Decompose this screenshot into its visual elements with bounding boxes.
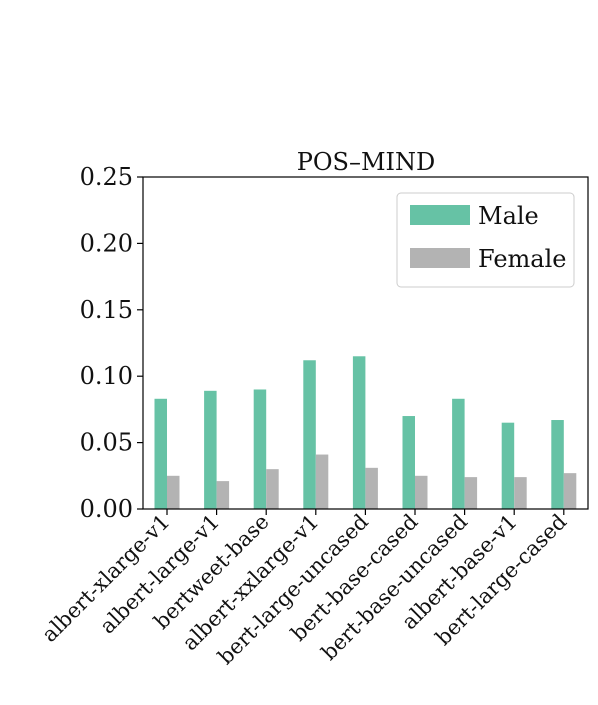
y-tick-label-5: 0.25 xyxy=(80,163,133,191)
legend-label-male: Male xyxy=(478,202,539,230)
y-tick-label-4: 0.20 xyxy=(80,229,133,257)
bar-female-2 xyxy=(266,469,279,509)
bar-male-5 xyxy=(402,416,415,509)
bar-female-7 xyxy=(514,477,527,509)
bar-male-6 xyxy=(452,398,465,509)
bar-female-4 xyxy=(365,467,378,509)
bar-male-7 xyxy=(501,422,515,509)
bar-female-6 xyxy=(464,477,478,509)
bar-female-5 xyxy=(415,475,428,509)
bar-male-0 xyxy=(154,398,167,509)
y-tick-label-1: 0.05 xyxy=(80,429,133,457)
bar-female-3 xyxy=(315,454,329,509)
legend-label-female: Female xyxy=(478,245,567,273)
bar-female-1 xyxy=(216,481,230,509)
bar-male-1 xyxy=(204,390,217,509)
x-axis-ticks: albert-xlarge-v1albert-large-v1bertweet-… xyxy=(37,509,571,669)
legend-swatch-male xyxy=(410,205,470,225)
bar-female-0 xyxy=(167,475,180,509)
y-tick-label-2: 0.10 xyxy=(80,362,133,390)
y-axis-ticks: 0.00 0.05 0.10 0.15 0.20 0.25 xyxy=(80,163,143,523)
bar-male-8 xyxy=(551,420,564,509)
y-tick-label-3: 0.15 xyxy=(80,296,133,324)
chart-title: POS–MIND xyxy=(297,148,436,176)
bar-male-4 xyxy=(352,356,366,509)
legend-swatch-female xyxy=(410,248,470,268)
bar-male-2 xyxy=(253,389,267,509)
bar-male-3 xyxy=(303,360,316,509)
bar-female-8 xyxy=(563,473,577,509)
legend: Male Female xyxy=(396,192,575,288)
bars-layer xyxy=(154,356,577,509)
y-tick-label-0: 0.00 xyxy=(80,495,133,523)
